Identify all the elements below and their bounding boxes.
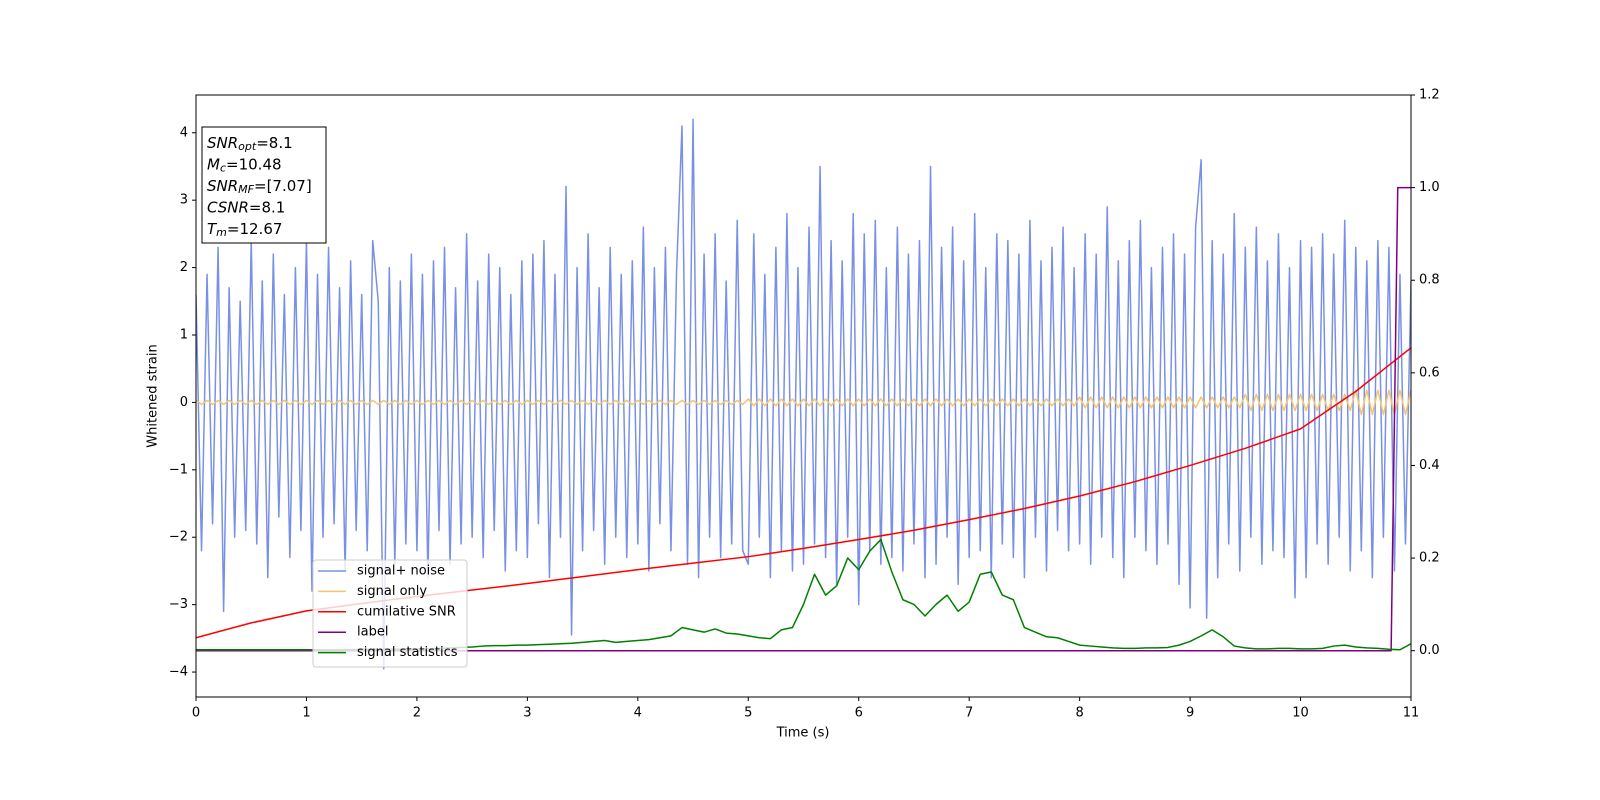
x-axis-label: Time (s)	[776, 726, 830, 741]
y2-tick-label: 0.2	[1419, 551, 1440, 566]
y-axis-label: Whitened strain	[146, 344, 161, 447]
x-tick-label: 6	[855, 706, 863, 721]
y-tick-label: 0	[180, 395, 188, 410]
x-tick-label: 8	[1075, 706, 1083, 721]
annotation-symbol: SNR	[207, 177, 238, 195]
y2-tick-label: 1.2	[1419, 88, 1440, 103]
y2-tick-label: 0.6	[1419, 365, 1440, 380]
y-tick-label: 2	[180, 260, 188, 275]
y2-tick-label: 1.0	[1419, 180, 1440, 195]
legend-label: label	[357, 625, 388, 640]
annotation-value: =[7.07]	[254, 177, 312, 195]
legend-label: cumilative SNR	[357, 604, 456, 619]
x-tick-label: 1	[302, 706, 310, 721]
annotation-value: =8.1	[256, 134, 292, 152]
x-tick-label: 2	[413, 706, 421, 721]
axes-frame	[195, 94, 1412, 698]
annotation-value: =8.1	[249, 198, 285, 216]
legend-label: signal+ noise	[357, 564, 445, 579]
legend-box	[312, 559, 468, 668]
x-tick-label: 7	[965, 706, 973, 721]
annotation-line: CSNR=8.1	[207, 198, 285, 216]
annotation-line: SNRopt=8.1	[207, 134, 293, 154]
y-tick-label: −3	[169, 597, 188, 612]
y-tick-label: −1	[169, 462, 188, 477]
y-tick-label: 3	[180, 193, 188, 208]
x-tick-label: 4	[634, 706, 642, 721]
annotation-subscript: m	[216, 226, 227, 239]
annotation-subscript: opt	[238, 140, 257, 153]
y-tick-label: 4	[180, 125, 188, 140]
y-tick-label: 1	[180, 327, 188, 342]
x-tick-label: 3	[523, 706, 531, 721]
series-line	[196, 186, 1411, 652]
annotation-value: =12.67	[227, 220, 283, 238]
annotation-symbol: CSNR	[207, 198, 249, 216]
annotation-box	[201, 126, 327, 244]
annotation-subscript: MF	[238, 183, 254, 196]
legend-label: signal only	[357, 584, 427, 599]
annotation-value: =10.48	[226, 155, 282, 173]
y-tick-label: −2	[169, 530, 188, 545]
x-tick-label: 10	[1292, 706, 1309, 721]
y2-tick-label: 0.0	[1419, 643, 1440, 658]
y2-tick-label: 0.4	[1419, 458, 1440, 473]
x-tick-label: 5	[744, 706, 752, 721]
y2-tick-label: 0.8	[1419, 273, 1440, 288]
legend-label: signal statistics	[357, 645, 458, 660]
x-tick-label: 11	[1403, 706, 1420, 721]
series-line	[196, 389, 1411, 416]
annotation-symbol: T	[207, 220, 218, 238]
annotation-subscript: c	[220, 162, 226, 175]
annotation-symbol: M	[207, 155, 220, 173]
annotation-line: SNRMF=[7.07]	[207, 177, 312, 197]
series-line	[196, 118, 1411, 670]
annotation-line: Tm=12.67	[207, 220, 282, 240]
y-tick-label: −4	[169, 665, 188, 680]
x-tick-label: 0	[192, 706, 200, 721]
annotation-symbol: SNR	[207, 134, 238, 152]
annotation-line: Mc=10.48	[207, 155, 282, 175]
x-tick-label: 9	[1186, 706, 1194, 721]
